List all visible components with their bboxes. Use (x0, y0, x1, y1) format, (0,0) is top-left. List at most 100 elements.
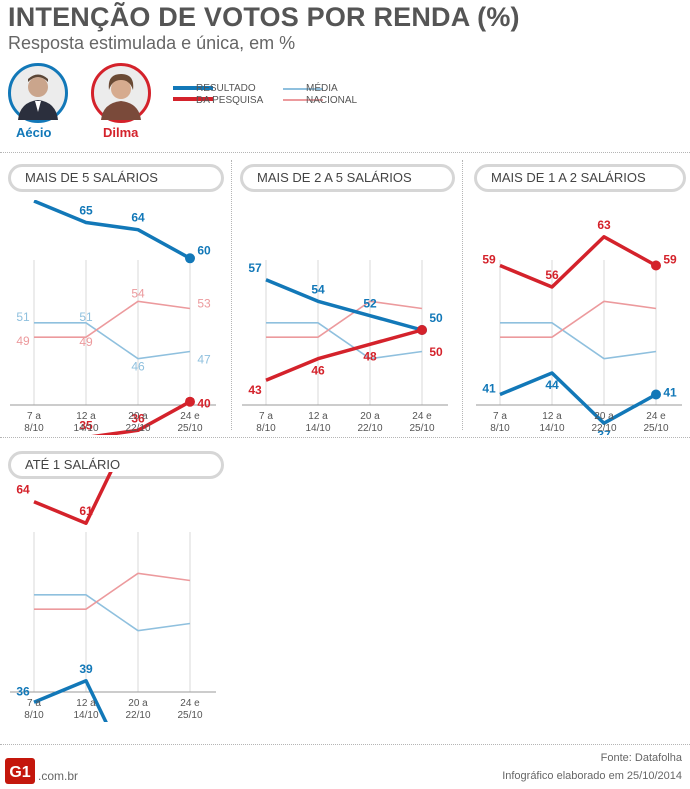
x-tick-label: 24 e (180, 698, 200, 709)
x-tick-label: 22/10 (591, 423, 616, 434)
person-icon (18, 74, 58, 120)
data-label: 57 (248, 261, 262, 275)
chart-svg: 57 54 52 50 43 46 48 50 7 a8/10 12 a14/10 20 a22/1… (242, 260, 448, 434)
data-label: 49 (16, 334, 30, 348)
data-label: 51 (16, 310, 30, 324)
x-tick-label: 20 a (128, 698, 148, 709)
data-label: 44 (545, 378, 559, 392)
data-label: 51 (79, 310, 93, 324)
credit-note: Infográfico elaborado em 25/10/2014 (502, 770, 682, 782)
series-line-dilma (33, 400, 191, 461)
data-label: 35 (79, 419, 93, 433)
x-tick-label: 7 a (27, 698, 41, 709)
x-tick-label: 7 a (259, 411, 273, 422)
legend-result-aecio-swatch (173, 86, 213, 90)
x-tick-label: 25/10 (177, 710, 202, 721)
x-tick-label: 25/10 (177, 423, 202, 434)
data-label: 50 (429, 345, 443, 359)
data-label: 49 (79, 335, 93, 349)
x-tick-label: 22/10 (125, 710, 150, 721)
data-label: 36 (131, 411, 145, 425)
data-label: 64 (131, 211, 145, 225)
series-line-aecio (33, 679, 192, 789)
x-tick-label: 24 e (180, 411, 200, 422)
endpoint-aecio (185, 253, 195, 264)
data-label: 59 (663, 253, 677, 267)
series-line-dilma-avg (500, 300, 657, 338)
x-tick-label: 12 a (308, 411, 328, 422)
x-tick-label: 8/10 (490, 423, 510, 434)
x-tick-label: 14/10 (73, 423, 98, 434)
legend-avg-label-2: NACIONAL (306, 95, 358, 106)
data-label: 48 (363, 349, 377, 363)
source-note: Fonte: Datafolha (600, 752, 682, 764)
legend-avg-aecio-swatch (283, 88, 323, 90)
page-title: INTENÇÃO DE VOTOS POR RENDA (%) (8, 2, 520, 32)
data-label: 63 (597, 218, 611, 232)
candidate-name-dilma: Dilma (103, 125, 139, 140)
series-line-dilma-avg (34, 300, 191, 338)
x-tick-label: 22/10 (357, 423, 382, 434)
data-label: 36 (16, 684, 30, 698)
data-label: 40 (197, 397, 211, 411)
candidate-name-aecio: Aécio (16, 125, 52, 140)
endpoint-aecio (651, 389, 661, 400)
series-line-dilma-avg (34, 572, 191, 610)
column-divider-1 (231, 160, 232, 430)
g1-logo: G1 (5, 758, 35, 784)
data-label: 31 (197, 721, 211, 722)
column-divider-2 (462, 160, 463, 430)
x-tick-label: 8/10 (24, 710, 44, 721)
endpoint-dilma (185, 396, 195, 407)
series-line-aecio-avg (34, 322, 191, 360)
data-label: 41 (663, 386, 677, 400)
page-subtitle: Resposta estimulada e única, em % (8, 33, 296, 53)
legend-result-label-2: DA PESQUISA (196, 95, 264, 106)
x-tick-label: 25/10 (409, 423, 434, 434)
header-divider (0, 152, 690, 153)
legend-avg-label-1: MÉDIA (306, 83, 338, 94)
x-tick-label: 7 a (27, 411, 41, 422)
data-label: 50 (429, 311, 443, 325)
endpoint-dilma (417, 325, 427, 335)
site-domain: .com.br (38, 769, 79, 783)
footer-divider (0, 744, 690, 745)
x-tick-label: 14/10 (305, 423, 330, 434)
series-line-aecio (265, 278, 423, 332)
avatar-aecio (8, 63, 68, 123)
data-label: 53 (197, 297, 211, 311)
panel-title-2-to-5: MAIS DE 2 A 5 SALÁRIOS (240, 164, 455, 192)
data-label: 46 (311, 364, 325, 378)
series-line-aecio-avg (500, 322, 657, 360)
data-label: 47 (197, 353, 211, 367)
x-tick-label: 7 a (493, 411, 507, 422)
data-label: 69 (197, 472, 211, 473)
legend-avg-dilma-swatch (283, 99, 323, 101)
series-line-dilma (499, 235, 657, 289)
data-label: 65 (79, 204, 93, 218)
legend-result-label-1: RESULTADO (196, 83, 256, 94)
data-label: 39 (79, 662, 93, 676)
data-label: 56 (545, 268, 559, 282)
x-tick-label: 12 a (76, 411, 96, 422)
data-label: 64 (16, 483, 30, 497)
x-tick-label: 8/10 (256, 423, 276, 434)
legend-result-dilma-swatch (173, 97, 213, 101)
x-tick-label: 14/10 (73, 710, 98, 721)
series-line-aecio (499, 371, 657, 425)
data-label: 52 (363, 297, 377, 311)
chart-svg: 686564603235364051514647494954537 a8/101… (10, 182, 216, 476)
data-label: 54 (311, 282, 325, 296)
logo-text: G1 (9, 764, 30, 781)
data-label: 43 (248, 383, 262, 397)
data-label: 60 (197, 243, 211, 257)
series-line-aecio-avg (266, 322, 423, 360)
series-line-dilma (265, 328, 423, 382)
data-label: 61 (79, 504, 93, 518)
series-line-aecio (33, 199, 191, 260)
x-tick-label: 8/10 (24, 423, 44, 434)
series-line-dilma (33, 413, 192, 525)
